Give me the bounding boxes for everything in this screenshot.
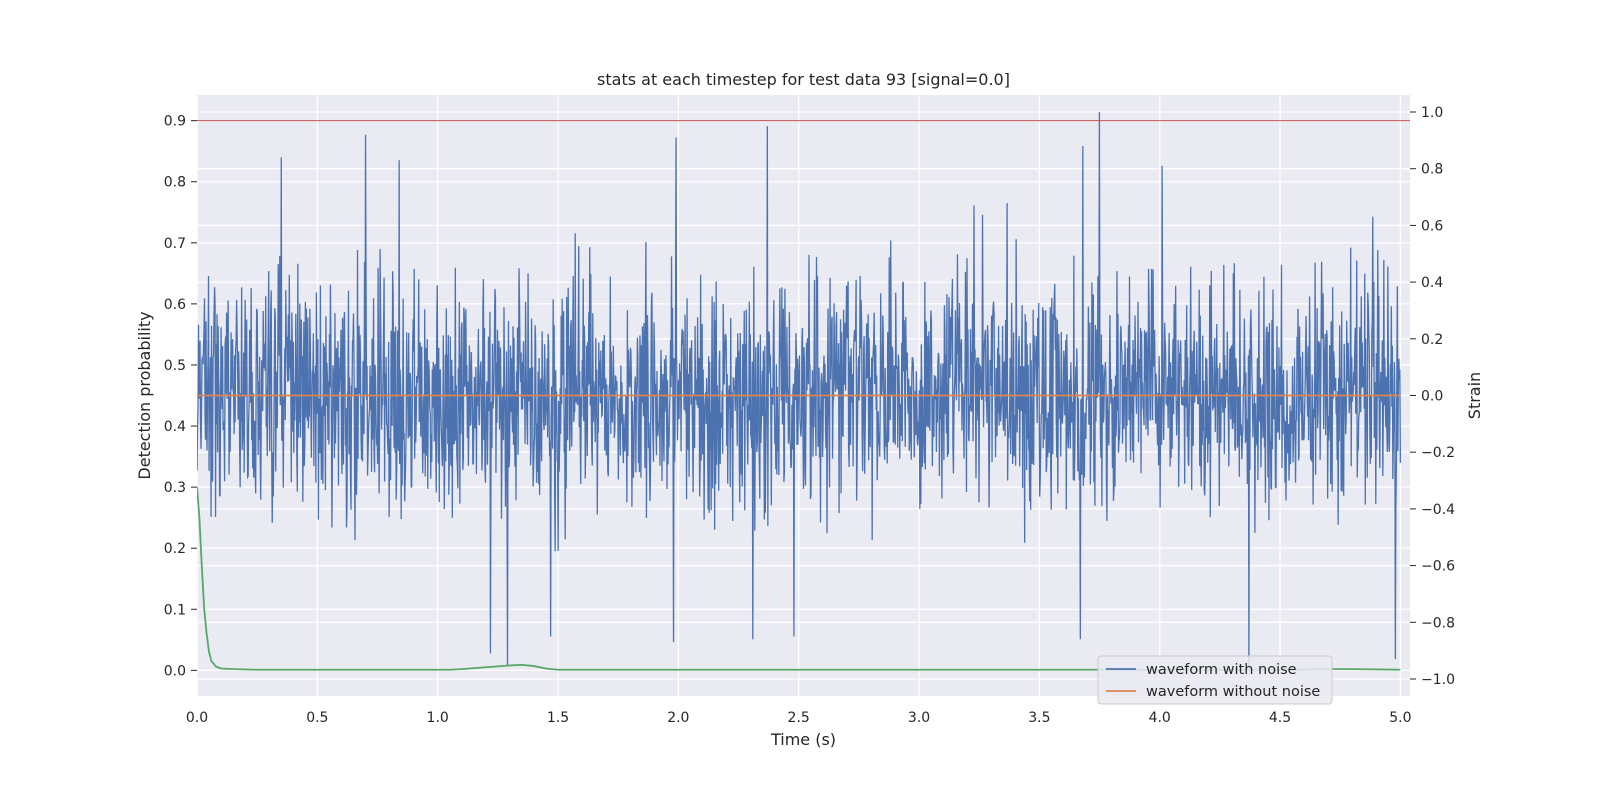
x-tick-label: 2.0: [667, 710, 689, 726]
y-right-tick-label: −0.4: [1421, 502, 1455, 518]
y-tick-label: 0.2: [164, 541, 186, 557]
x-tick-label: 3.5: [1028, 710, 1050, 726]
series-waveform-with-noise: [197, 112, 1402, 668]
x-tick-label: 1.0: [427, 710, 449, 726]
y-axis-right-label: Strain: [1465, 372, 1484, 419]
x-tick-label: 4.0: [1149, 710, 1171, 726]
chart-title: stats at each timestep for test data 93 …: [597, 70, 1010, 89]
y-right-tick-label: −1.0: [1421, 672, 1455, 688]
y-tick-label: 0.7: [164, 236, 186, 252]
x-tick-label: 1.5: [547, 710, 569, 726]
y-axis-label: Detection probability: [135, 311, 154, 479]
y-right-tick-label: 0.0: [1421, 389, 1443, 405]
y-right-tick-label: 0.8: [1421, 162, 1443, 178]
y-tick-label: 0.1: [164, 602, 186, 618]
y-right-tick-label: −0.8: [1421, 615, 1455, 631]
y-right-tick-label: 0.2: [1421, 332, 1443, 348]
x-tick-label: 3.0: [908, 710, 930, 726]
y-tick-label: 0.6: [164, 297, 186, 313]
y-right-tick-label: 0.4: [1421, 275, 1443, 291]
y-axis-right-ticks: −1.0 −0.8 −0.6 −0.4 −0.2 0.0 0.2 0.4 0.6 0.8 1.0: [1410, 105, 1455, 688]
y-right-tick-label: 0.6: [1421, 218, 1443, 234]
legend: waveform with noise waveform without noi…: [1097, 655, 1333, 705]
x-axis-label: Time (s): [770, 730, 836, 749]
y-tick-label: 0.0: [164, 663, 186, 679]
y-tick-label: 0.5: [164, 358, 186, 374]
x-tick-label: 4.5: [1269, 710, 1291, 726]
x-tick-label: 0.5: [306, 710, 328, 726]
x-axis-ticks: 0.0 0.5 1.0 1.5 2.0 2.5 3.0 3.5 4.0 4.5 5.0: [186, 710, 1412, 726]
x-tick-label: 5.0: [1389, 710, 1411, 726]
y-axis-left-ticks: 0.0 0.1 0.2 0.3 0.4 0.5 0.6 0.7 0.8 0.9: [164, 114, 197, 679]
x-tick-label: 2.5: [788, 710, 810, 726]
series-detection-probability: [197, 487, 1401, 671]
legend-box: [1097, 655, 1333, 705]
y-right-tick-label: −0.6: [1421, 559, 1455, 575]
y-tick-label: 0.9: [164, 114, 186, 130]
y-tick-label: 0.8: [164, 175, 186, 191]
legend-label-waveform-with-noise: waveform with noise: [1146, 662, 1297, 678]
y-right-tick-label: −0.2: [1421, 445, 1455, 461]
legend-label-waveform-without-noise: waveform without noise: [1146, 684, 1320, 700]
y-tick-label: 0.3: [164, 480, 186, 496]
y-right-tick-label: 1.0: [1421, 105, 1443, 121]
y-tick-label: 0.4: [164, 419, 186, 435]
x-tick-label: 0.0: [186, 710, 208, 726]
